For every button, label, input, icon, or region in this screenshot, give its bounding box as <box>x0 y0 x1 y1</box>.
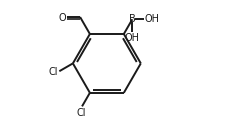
Text: OH: OH <box>124 33 139 43</box>
Text: O: O <box>58 13 66 23</box>
Text: B: B <box>128 14 135 24</box>
Text: Cl: Cl <box>48 67 58 77</box>
Text: Cl: Cl <box>76 108 86 118</box>
Text: OH: OH <box>144 14 159 24</box>
